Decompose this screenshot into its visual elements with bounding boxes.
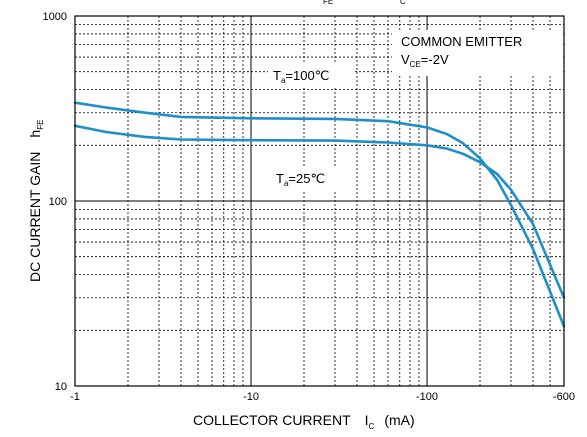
annotation-box [392,30,562,76]
y-tick-labels: 10 100 1000 [43,11,67,393]
x-axis-title-unit: (mA) [384,412,414,428]
chart-title-fragment-left: FE [323,0,333,6]
data-series-group [73,101,566,328]
y-axis-title: DC CURRENT GAIN hFE [27,120,45,282]
series-label-100-value: =100℃ [285,68,329,83]
y-tick-label: 100 [49,196,67,208]
annotation-vce-symbol: V [401,52,410,67]
plot-frame [74,15,565,387]
series-label-box-25 [272,166,338,192]
annotation-line1: COMMON EMITTER [401,34,522,49]
annotation-vce-value: =-2V [421,52,449,67]
series-label-100-sub: a [281,76,286,85]
annotation-line2: VCE=-2V [401,52,449,69]
series-label-100: Ta=100℃ [273,68,329,85]
series-label-100-symbol: T [273,68,281,83]
annotation-vce-sub: CE [410,60,421,69]
x-axis-title-text: COLLECTOR CURRENT [193,412,351,428]
x-tick-label: -100 [416,391,438,403]
x-tick-label: -600 [553,391,575,403]
x-axis-title-symbol: I [365,412,369,428]
series-label-box-100 [268,62,354,88]
y-axis-title-text: DC CURRENT GAIN [27,152,43,282]
x-tick-labels: -1 -10 -100 -600 [70,391,575,403]
series-label-25: Ta=25℃ [276,171,325,188]
chart-title-fragment-right: C [400,0,406,6]
series-label-25-sub: a [284,179,289,188]
series-label-25-symbol: T [276,171,284,186]
x-tick-label: -10 [243,391,259,403]
series-line-1 [73,101,566,328]
series-label-25-value: =25℃ [288,171,325,186]
y-tick-label: 1000 [43,11,67,23]
y-tick-label: 10 [55,381,67,393]
x-axis-title-sub: C [369,422,375,431]
series-line-2 [73,124,566,299]
y-axis-title-symbol: h [27,130,43,138]
y-axis-title-sub: FE [36,120,45,130]
x-axis-title: COLLECTOR CURRENT IC (mA) [193,412,415,431]
x-tick-label: -1 [70,391,80,403]
